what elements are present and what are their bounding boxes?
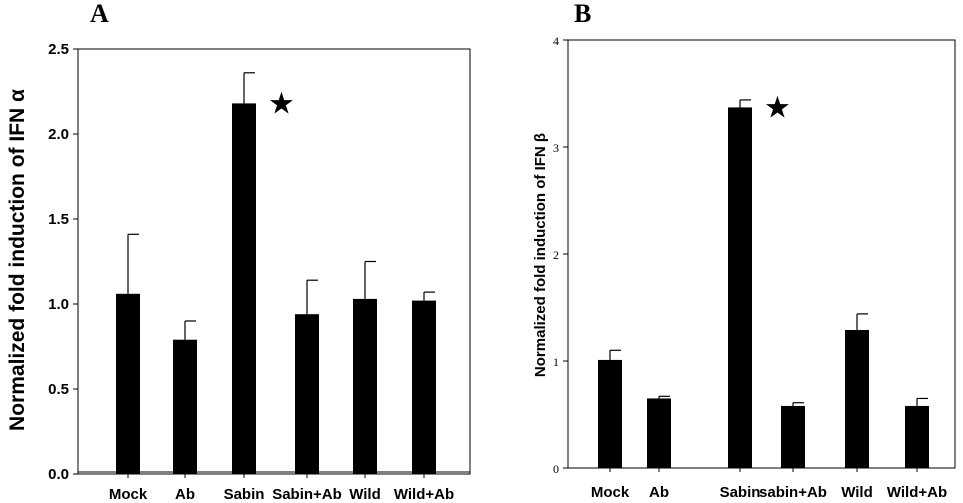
y-tick-label: 4: [553, 34, 559, 48]
y-tick-label: 1.5: [48, 211, 69, 228]
y-tick-label: 2.5: [48, 41, 69, 58]
y-tick-label: 0.0: [48, 466, 69, 483]
bar-wild: [845, 329, 869, 468]
y-tick-label: 3: [553, 141, 559, 155]
y-tick-label: 2: [553, 248, 559, 262]
panel-a-letter: A: [90, 0, 109, 28]
bar-mock: [116, 293, 140, 474]
x-category-label: Wild+Ab: [394, 486, 454, 503]
bar-ab: [647, 398, 671, 468]
x-category-label: Mock: [591, 484, 630, 501]
y-tick-label: 1.0: [48, 296, 69, 313]
bar-sabin-ab: [781, 405, 805, 468]
x-category-label: Ab: [649, 484, 669, 501]
x-category-label: Sabin: [224, 486, 265, 503]
panel-a: A 0.0 0.5 1.0 1.5 2.0 2.5 Mock Ab Sabin Sabin+Ab…: [6, 0, 471, 503]
bar-sabin: [728, 107, 752, 468]
panel-b-letter: B: [574, 0, 591, 28]
bar-wild: [353, 298, 377, 474]
bar-sabin-ab: [295, 314, 319, 474]
bar-sabin: [232, 103, 256, 475]
bar-ab: [173, 339, 197, 474]
y-tick-label: 1: [553, 355, 559, 369]
significance-star-icon: ★: [764, 90, 791, 125]
y-tick-label: 0: [553, 462, 559, 476]
x-category-label: sabin+Ab: [759, 484, 827, 501]
panel-a-y-axis-label: Normalized fold induction of IFN α: [6, 89, 29, 431]
panel-b-axes: 0 1 2 3 4: [553, 34, 956, 476]
plot-frame: [77, 48, 471, 475]
panel-a-bars: Mock Ab Sabin Sabin+Ab Wild Wild+Ab ★: [109, 72, 454, 503]
bar-wild-ab: [905, 405, 929, 468]
significance-star-icon: ★: [268, 86, 295, 121]
panel-b-y-axis-label: Normalized fold induction of IFN β: [532, 133, 549, 377]
y-tick-label: 0.5: [48, 381, 69, 398]
bar-mock: [598, 359, 622, 468]
panel-a-axes: 0.0 0.5 1.0 1.5 2.0 2.5: [48, 41, 471, 483]
x-category-label: Wild: [349, 486, 381, 503]
y-tick-label: 2.0: [48, 126, 69, 143]
bar-wild-ab: [412, 300, 436, 474]
x-category-label: Wild+Ab: [887, 484, 947, 501]
plot-frame: [567, 39, 956, 469]
x-category-label: Mock: [109, 486, 148, 503]
x-category-label: Sabin: [720, 484, 761, 501]
x-category-label: Ab: [175, 486, 195, 503]
x-category-label: Sabin+Ab: [272, 486, 342, 503]
x-category-label: Wild: [841, 484, 873, 501]
